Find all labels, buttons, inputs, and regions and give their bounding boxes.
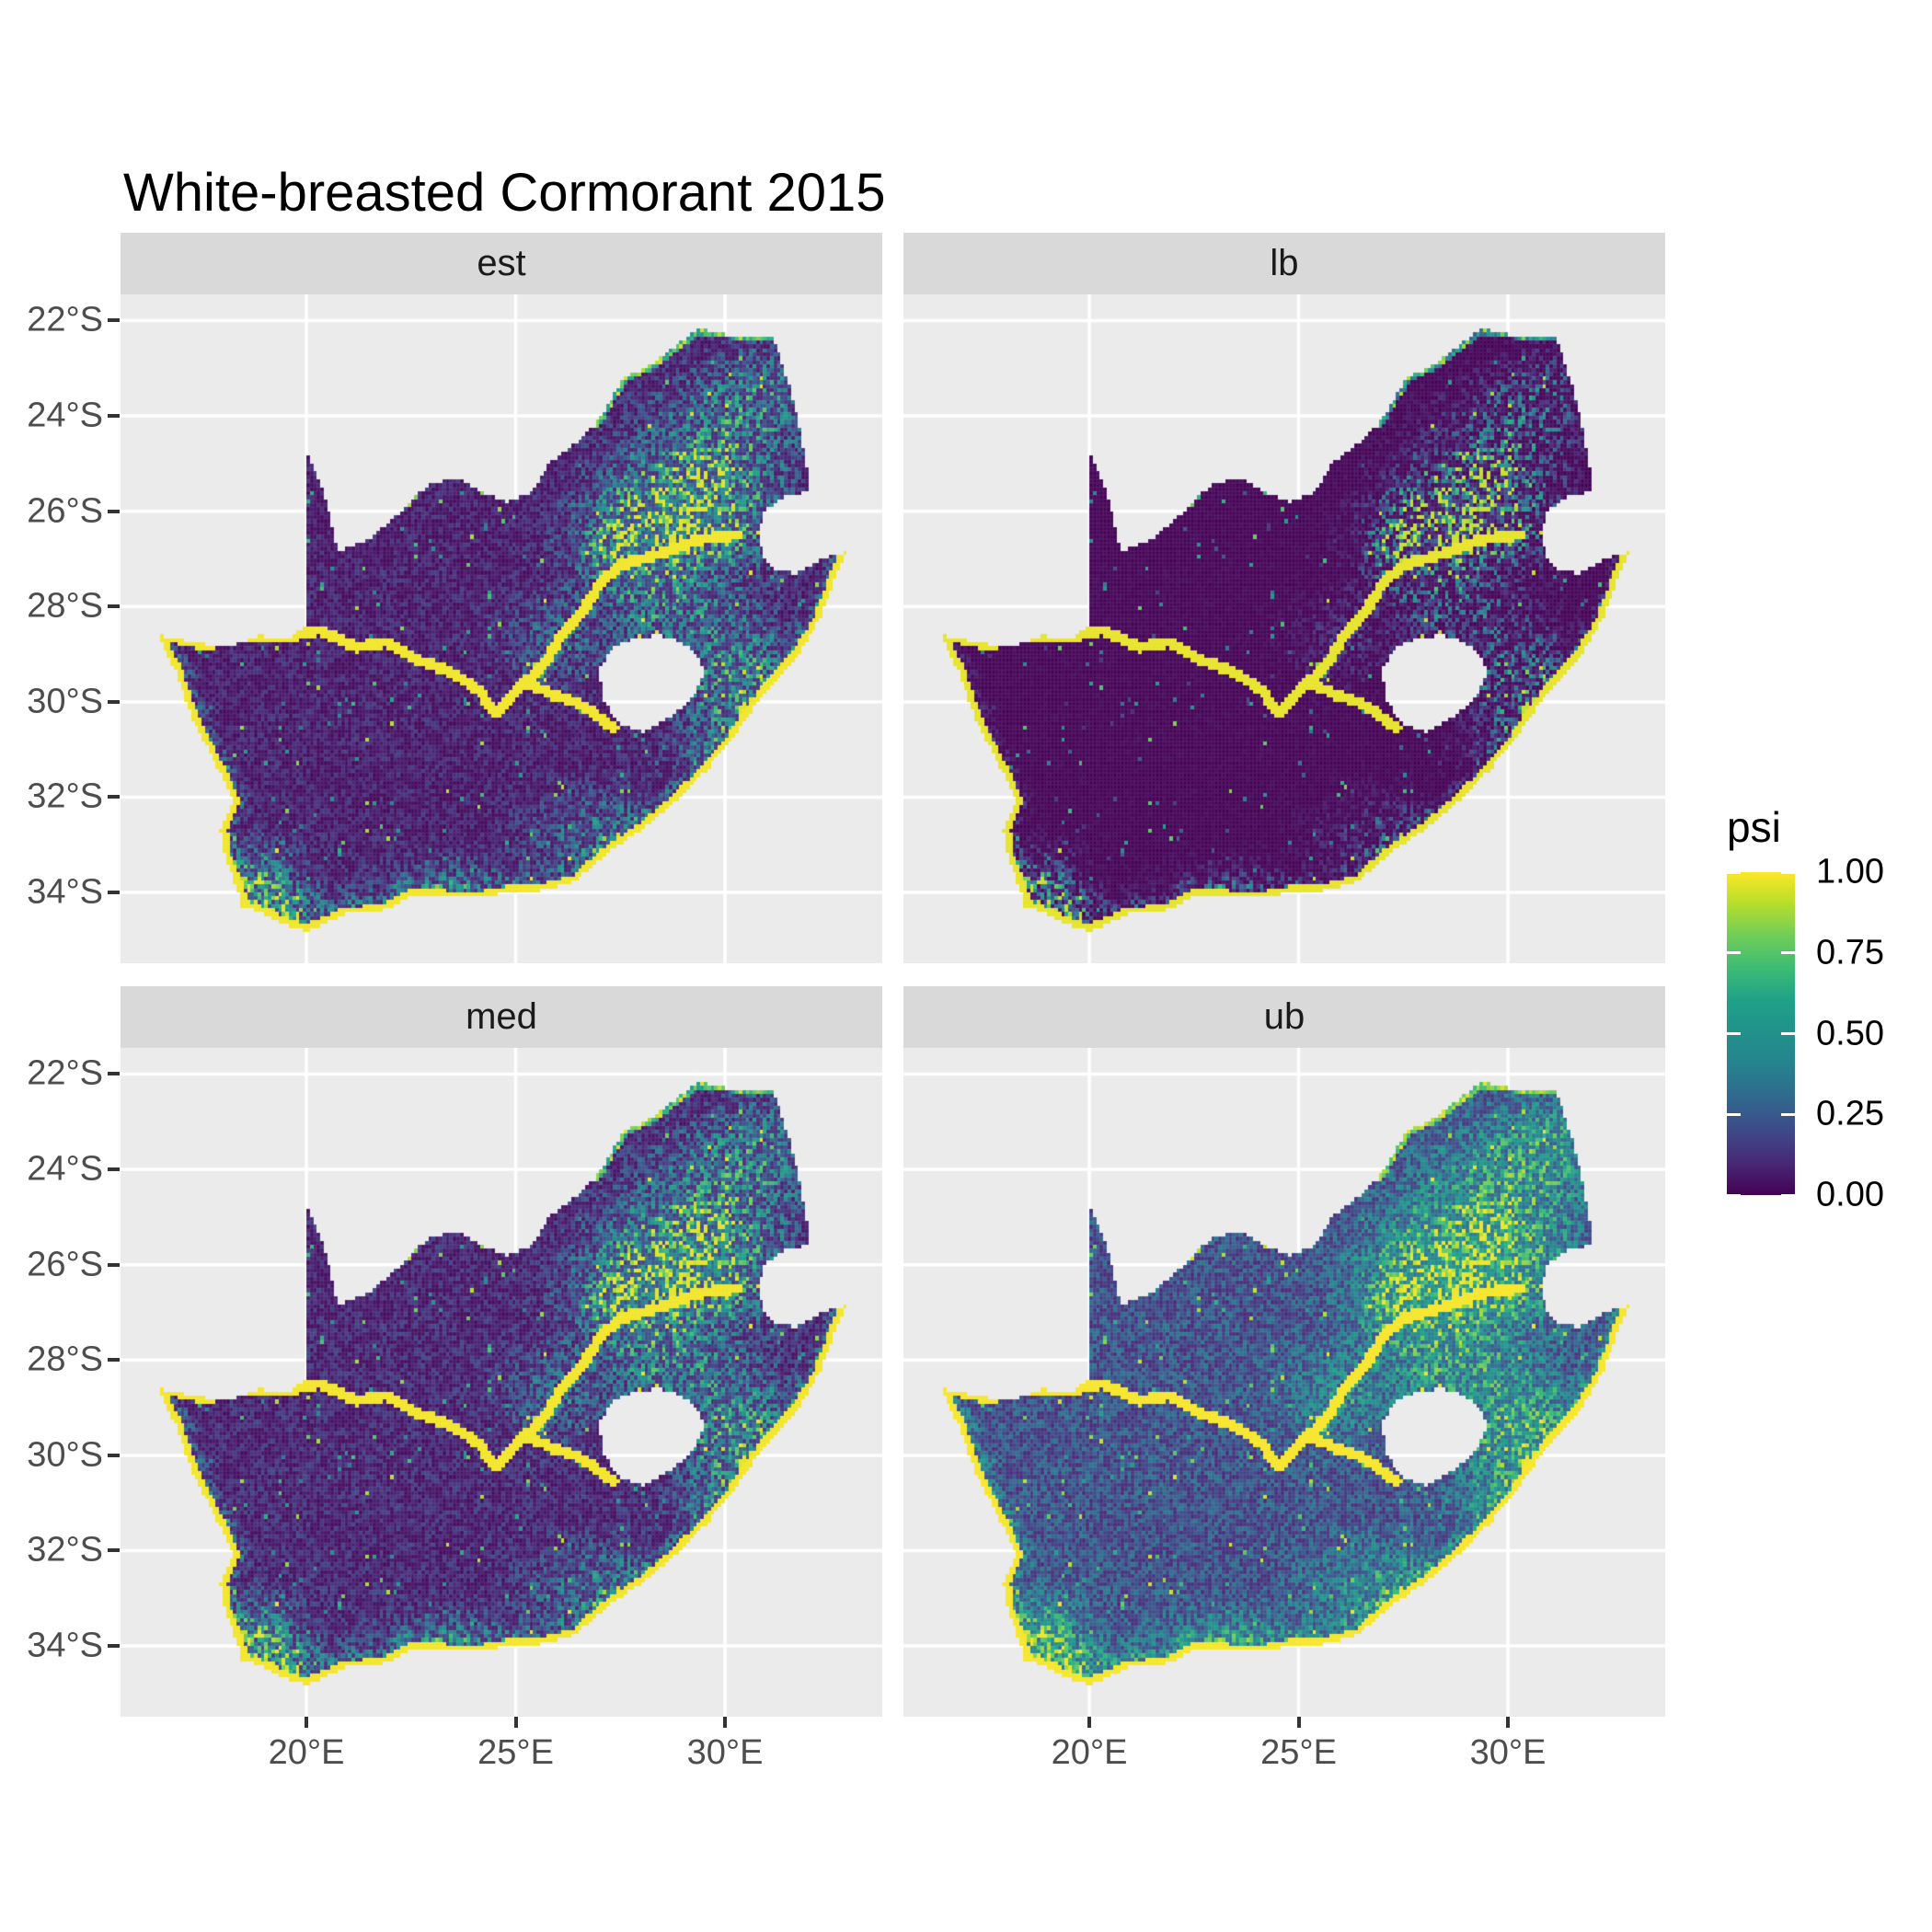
legend-tick-label: 0.00 — [1816, 1175, 1884, 1214]
legend-tick-label: 1.00 — [1816, 852, 1884, 891]
map-canvas-med — [121, 1048, 882, 1717]
y-tick-label: 30°S — [27, 682, 103, 721]
y-tick-label: 34°S — [27, 872, 103, 912]
facet-strip-label: lb — [1270, 243, 1299, 283]
axis-tick-mark — [108, 318, 120, 323]
map-canvas-lb — [903, 294, 1665, 963]
facet-strip-label: med — [466, 996, 537, 1037]
x-tick-label: 30°E — [1469, 1733, 1547, 1772]
axis-tick-mark — [108, 1072, 120, 1076]
axis-tick-mark — [108, 699, 120, 704]
map-canvas-est — [121, 294, 882, 963]
axis-tick-mark — [1506, 1717, 1511, 1728]
axis-tick-mark — [108, 604, 120, 609]
y-tick-label: 26°S — [27, 1245, 103, 1284]
x-tick-label: 25°E — [1260, 1733, 1337, 1772]
legend-tick-mark — [1781, 951, 1795, 955]
axis-tick-mark — [108, 1453, 120, 1457]
x-tick-label: 20°E — [1051, 1733, 1128, 1772]
y-tick-label: 28°S — [27, 1340, 103, 1379]
legend-tick-mark — [1727, 870, 1741, 874]
axis-tick-mark — [108, 414, 120, 419]
axis-tick-mark — [108, 509, 120, 513]
facet-strip-label: est — [477, 243, 526, 283]
axis-tick-mark — [723, 1717, 728, 1728]
axis-tick-mark — [108, 795, 120, 799]
axis-tick-mark — [108, 1167, 120, 1172]
y-tick-label: 30°S — [27, 1435, 103, 1475]
y-tick-label: 32°S — [27, 776, 103, 816]
legend-tick-mark — [1781, 1032, 1795, 1035]
legend-tick-mark — [1727, 1112, 1741, 1116]
x-tick-label: 30°E — [686, 1733, 764, 1772]
axis-tick-mark — [108, 1644, 120, 1649]
axis-tick-mark — [108, 891, 120, 895]
map-canvas-ub — [903, 1048, 1665, 1717]
legend-tick-mark — [1781, 1112, 1795, 1116]
x-tick-label: 25°E — [477, 1733, 554, 1772]
x-tick-label: 20°E — [268, 1733, 345, 1772]
axis-tick-mark — [1296, 1717, 1301, 1728]
legend-title: psi — [1727, 803, 1781, 851]
legend-tick-label: 0.25 — [1816, 1094, 1884, 1133]
y-tick-label: 22°S — [27, 300, 103, 339]
y-tick-label: 32°S — [27, 1530, 103, 1570]
axis-tick-mark — [108, 1262, 120, 1267]
legend-tick-mark — [1727, 1193, 1741, 1197]
legend-tick-mark — [1727, 1032, 1741, 1035]
facet-strip-est: est — [121, 233, 882, 294]
y-tick-label: 24°S — [27, 1149, 103, 1189]
y-tick-label: 28°S — [27, 586, 103, 626]
y-tick-label: 26°S — [27, 491, 103, 531]
legend-tick-label: 0.50 — [1816, 1014, 1884, 1052]
axis-tick-mark — [108, 1358, 120, 1363]
legend-tick-mark — [1781, 870, 1795, 874]
axis-tick-mark — [1087, 1717, 1092, 1728]
page-title: White-breasted Cormorant 2015 — [123, 163, 886, 223]
legend-tick-mark — [1781, 1193, 1795, 1197]
facet-strip-ub: ub — [903, 986, 1665, 1048]
facet-strip-med: med — [121, 986, 882, 1048]
legend-tick-mark — [1727, 951, 1741, 955]
legend-tick-label: 0.75 — [1816, 933, 1884, 972]
facet-strip-lb: lb — [903, 233, 1665, 294]
facet-strip-label: ub — [1263, 996, 1305, 1037]
axis-tick-mark — [108, 1548, 120, 1553]
axis-tick-mark — [513, 1717, 518, 1728]
axis-tick-mark — [305, 1717, 309, 1728]
y-tick-label: 22°S — [27, 1053, 103, 1093]
y-tick-label: 24°S — [27, 396, 103, 435]
y-tick-label: 34°S — [27, 1626, 103, 1665]
